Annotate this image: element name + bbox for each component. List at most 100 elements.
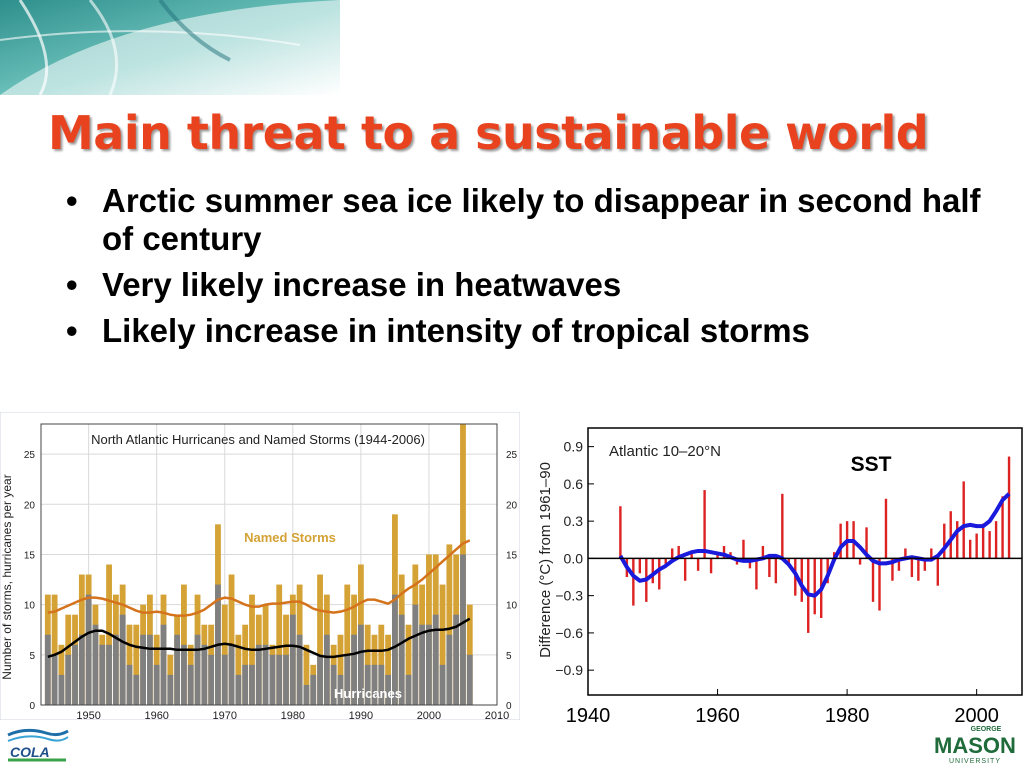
hurricanes-bar [371,664,378,705]
hurricanes-bar [242,664,249,705]
hurricanes-bar [439,664,446,705]
hurricanes-bar [466,654,473,705]
plot-frame [587,427,1023,696]
x-tick-label: 1940 [566,705,611,727]
sst-ylabel: Difference (°C) from 1961–90 [537,462,554,658]
sst-anomaly-bar [839,523,842,559]
y-tick-label-right: 15 [506,550,518,561]
y-tick-label-left: 25 [24,450,36,461]
sst-anomaly-bar [988,531,991,559]
bullet-dot: • [66,266,78,303]
sst-anomaly-bar [638,558,642,574]
hurricane-chart: 0 0 5 5 10 10 15 15 20 20 25 25 1950 1960 1970 1980 1990… [0,411,521,722]
named-storms-bar [221,604,228,705]
sst-anomaly-bar [651,558,654,584]
y-tick-label: 0.0 [564,550,584,566]
named-storms-bar [303,644,310,705]
sst-anomaly-bar [696,558,700,571]
hurricanes-bar [303,684,310,705]
hurricanes-bar [269,654,276,705]
hurricanes-bar [208,654,215,705]
gmu-logo-top: GEORGE [971,726,1002,733]
hurricanes-bar [310,674,317,705]
sst-chart: 0.9 0.6 0.3 0.0 −0.3 −0.6 −0.9 1940 1960 1980 2000… [533,410,1024,735]
sst-anomaly-bar [683,558,687,581]
hurricanes-bar [174,634,181,705]
hurricanes-bar [337,674,344,705]
plot-frame [40,423,498,706]
sst-anomaly-bar [962,481,965,559]
bullet-text: Arctic summer sea ice likely to disappea… [102,182,981,257]
sst-anomaly-bar [742,539,745,559]
y-tick-label-right: 20 [506,500,518,511]
named-storms-bar [344,584,351,705]
gmu-logo: GEORGE MASON UNIVERSITY [930,722,1020,766]
named-storms-bar [405,624,412,705]
sst-anomaly-bar [910,558,914,578]
y-tick-label-right: 5 [506,651,512,662]
hurricanes-bar [112,634,119,705]
x-tick-label: 1980 [281,710,305,720]
sst-anomaly-bar [774,558,778,584]
y-tick-label: −0.3 [555,588,583,604]
hurricanes-bar [398,614,405,705]
sst-anomaly-bar [709,558,713,574]
hurricanes-bar [194,634,201,705]
sst-anomaly-bar [943,523,946,559]
hurricanes-bar [344,654,351,705]
y-tick-label: 0.9 [564,439,584,455]
sst-anomaly-bar [981,523,985,559]
sst-anomaly-bar [658,558,661,590]
hurricanes-bar [140,634,146,705]
y-tick-label-left: 15 [24,550,36,561]
hurricanes-bar [283,654,289,705]
sst-anomaly-bar [671,548,674,559]
named-storms-bar [235,634,242,705]
x-tick-label: 2000 [417,710,441,720]
y-tick-label: −0.6 [555,625,583,641]
y-tick-label: 0.3 [564,513,584,529]
hurricanes-bar [249,664,255,705]
sst-anomaly-bar [722,545,726,559]
y-tick-label: 0.6 [564,476,584,492]
sst-anomaly-bar [923,558,927,571]
hurricanes-bar [419,624,426,705]
sst-anomaly-bar [832,552,836,559]
hurricanes-bar [146,634,153,705]
sst-anomaly-bar [904,548,907,559]
sst-chart-panel: 0.9 0.6 0.3 0.0 −0.3 −0.6 −0.9 1940 1960 1980 2000… [533,410,1024,735]
sst-anomaly-bar [748,558,752,569]
hurricanes-bar [65,654,72,705]
sst-anomaly-bar [878,558,881,611]
y-tick-label-left: 5 [29,651,35,662]
hurricanes-bar [235,674,242,705]
hurricanes-bar [201,644,208,705]
hurricane-ylabel: Number of storms, hurricanes per year [0,474,14,679]
y-tick-label-right: 10 [506,601,518,612]
x-tick-label: 1980 [825,705,870,727]
hurricanes-bar [106,644,112,705]
named-storms-bar [133,624,140,705]
hurricanes-bar [119,614,126,705]
hurricanes-bar [323,634,330,705]
cola-logo: COLA [6,727,70,763]
bullet-dot: • [66,312,78,349]
hurricanes-bar [453,614,460,705]
sst-anomaly-bar [768,558,771,578]
sst-anomaly-bar [917,558,920,581]
hurricanes-bar [187,664,194,705]
x-tick-label: 1970 [213,710,237,720]
sst-anomaly-bar [897,558,901,571]
hurricanes-bar [392,594,398,705]
named-storms-bar [58,644,65,705]
gmu-logo-bottom: UNIVERSITY [949,758,1001,765]
sst-anomaly-bar [858,558,862,565]
hurricanes-bar [432,614,439,705]
y-tick-label-left: 20 [24,500,36,511]
bullet-dot: • [66,182,78,219]
bullet-list: • Arctic summer sea ice likely to disapp… [62,182,992,358]
y-tick-label-right: 0 [506,701,512,712]
hurricanes-bar [167,674,174,705]
hurricanes-bar [72,644,78,705]
sst-anomaly-bar [968,539,972,559]
